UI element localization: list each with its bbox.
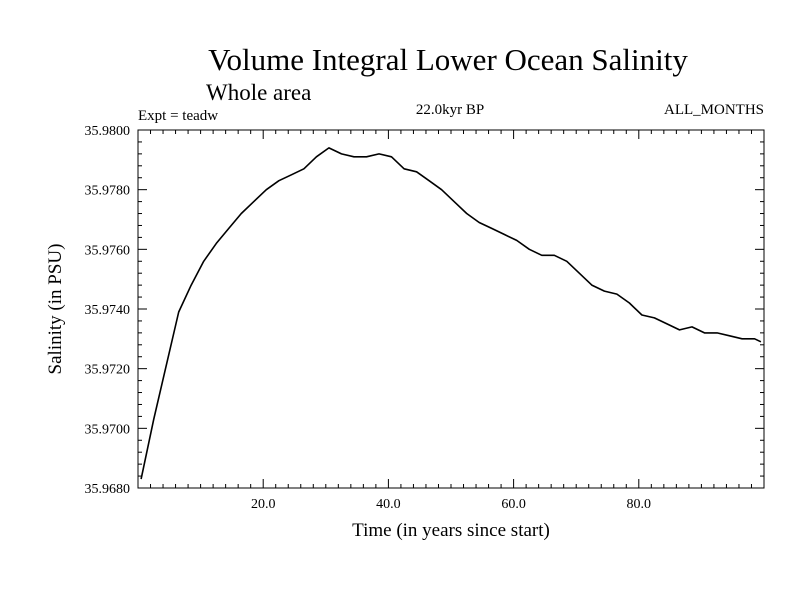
y-tick-label: 35.9720 — [85, 363, 131, 378]
y-tick-label: 35.9700 — [85, 422, 131, 437]
plot-area — [140, 147, 762, 480]
axes: 20.0 40.0 60.0 80.0 35.9680 35.9700 35.9720 35.… — [85, 124, 764, 512]
experiment-label: Expt = teadw — [138, 108, 218, 124]
y-tick-label: 35.9760 — [85, 243, 131, 258]
x-tick-label: 20.0 — [251, 497, 276, 512]
period-label: 22.0kyr BP — [416, 102, 484, 118]
chart-title: Volume Integral Lower Ocean Salinity — [208, 42, 688, 77]
x-tick-label: 60.0 — [501, 497, 526, 512]
plot-frame — [137, 129, 765, 489]
chart-subtitle: Whole area — [206, 80, 311, 105]
x-tick-label: 40.0 — [376, 497, 401, 512]
x-tick-label: 80.0 — [627, 497, 652, 512]
y-axis-label: Salinity (in PSU) — [45, 244, 66, 375]
y-tick-label: 35.9780 — [85, 184, 131, 199]
series-line-salinity — [140, 147, 762, 480]
y-tick-label: 35.9740 — [85, 303, 131, 318]
months-label: ALL_MONTHS — [664, 102, 764, 118]
y-tick-label: 35.9800 — [85, 124, 131, 139]
x-axis-label: Time (in years since start) — [352, 520, 550, 541]
y-tick-label: 35.9680 — [85, 482, 131, 497]
